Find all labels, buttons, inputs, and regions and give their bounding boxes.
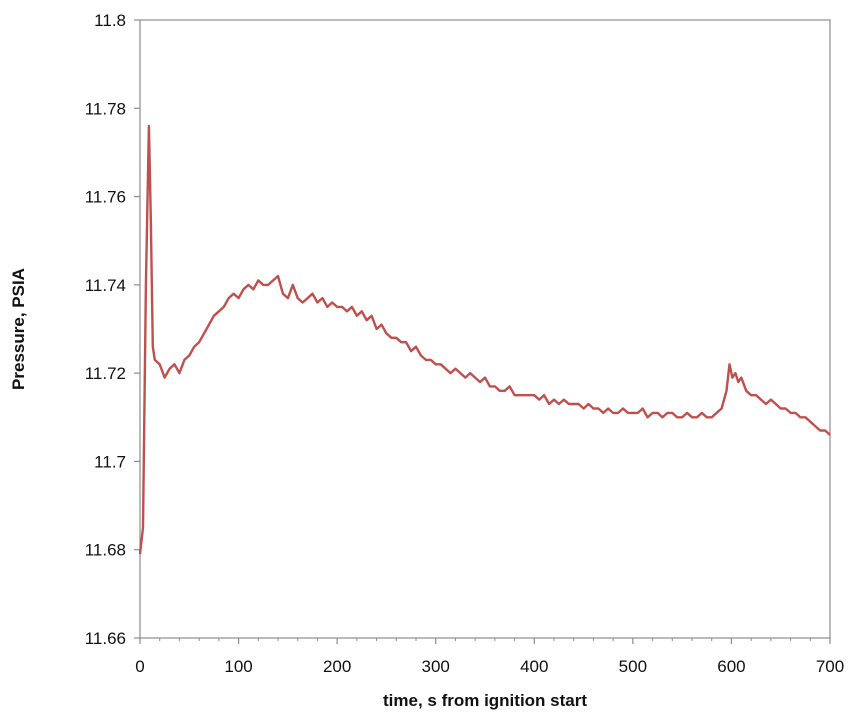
y-tick-label: 11.68 (85, 541, 126, 560)
x-tick-label: 0 (135, 657, 144, 676)
x-tick-label: 200 (323, 657, 351, 676)
x-tick-label: 300 (422, 657, 450, 676)
y-axis-title: Pressure, PSIA (9, 268, 28, 390)
pressure-series-line (138, 124, 831, 555)
x-tick-label: 600 (717, 657, 745, 676)
x-tick-label: 700 (816, 657, 844, 676)
x-axis: 0 100 200 300 400 500 600 700 (135, 638, 844, 676)
y-axis: 11.66 11.68 11.7 11.72 11.74 11.76 11.78 11.8 (85, 11, 140, 648)
x-tick-label: 100 (224, 657, 252, 676)
x-tick-label: 500 (619, 657, 647, 676)
y-tick-label: 11.78 (85, 99, 126, 118)
plot-area (139, 19, 831, 639)
y-tick-label: 11.8 (94, 11, 126, 30)
x-tick-label: 400 (520, 657, 548, 676)
y-tick-label: 11.74 (85, 276, 126, 295)
y-tick-label: 11.7 (94, 452, 126, 471)
y-tick-label: 11.66 (85, 629, 126, 648)
x-axis-title: time, s from ignition start (383, 691, 587, 710)
y-tick-label: 11.76 (85, 188, 126, 207)
y-tick-label: 11.72 (85, 364, 126, 383)
